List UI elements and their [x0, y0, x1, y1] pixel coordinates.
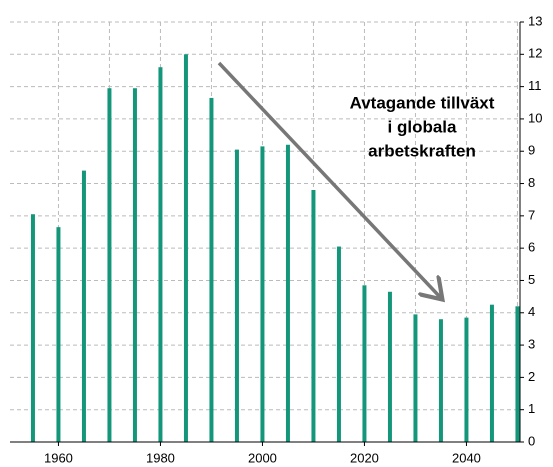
bar	[362, 285, 367, 442]
x-tick-label: 1980	[146, 450, 175, 465]
annotation-text: arbetskraften	[368, 141, 476, 160]
bar	[413, 314, 418, 442]
bar	[311, 190, 316, 442]
grid	[10, 21, 520, 443]
y-tick-label: 1	[528, 401, 535, 416]
bar	[158, 67, 163, 442]
bar	[260, 146, 265, 442]
bar	[183, 54, 188, 443]
bar	[515, 306, 520, 442]
bars	[30, 54, 520, 443]
bar	[209, 97, 214, 442]
bar	[464, 317, 469, 442]
bar	[234, 149, 239, 442]
y-tick-label: 3	[528, 337, 535, 352]
y-tick-label: 13	[528, 13, 542, 28]
x-tick-label: 2020	[350, 450, 379, 465]
annotation: Avtagande tillväxt i globala arbetskraften	[350, 93, 495, 160]
bar	[107, 88, 112, 442]
y-tick-label: 6	[528, 240, 535, 255]
bar	[489, 304, 494, 442]
annotation-arrow	[217, 61, 440, 297]
y-tick-label: 2	[528, 369, 535, 384]
y-tick-label: 0	[528, 433, 535, 448]
bar	[387, 291, 392, 442]
y-tick-label: 4	[528, 304, 535, 319]
bar	[336, 246, 341, 442]
bar	[30, 214, 35, 442]
y-tick-label: 5	[528, 272, 535, 287]
annotation-text: Avtagande tillväxt	[350, 93, 495, 112]
annotation-text: i globala	[388, 117, 458, 136]
bar	[81, 170, 86, 442]
y-tick-label: 12	[528, 46, 542, 61]
x-tick-label: 2000	[248, 450, 277, 465]
y-tick-label: 7	[528, 207, 535, 222]
bar	[132, 88, 137, 442]
y-tick-label: 8	[528, 175, 535, 190]
bar	[56, 227, 61, 442]
y-tick-label: 9	[528, 143, 535, 158]
x-tick-label: 1960	[44, 450, 73, 465]
bar	[438, 319, 443, 442]
bar	[285, 144, 290, 442]
y-tick-label: 11	[528, 78, 542, 93]
y-tick-label: 10	[528, 110, 542, 125]
x-tick-label: 2040	[452, 450, 481, 465]
